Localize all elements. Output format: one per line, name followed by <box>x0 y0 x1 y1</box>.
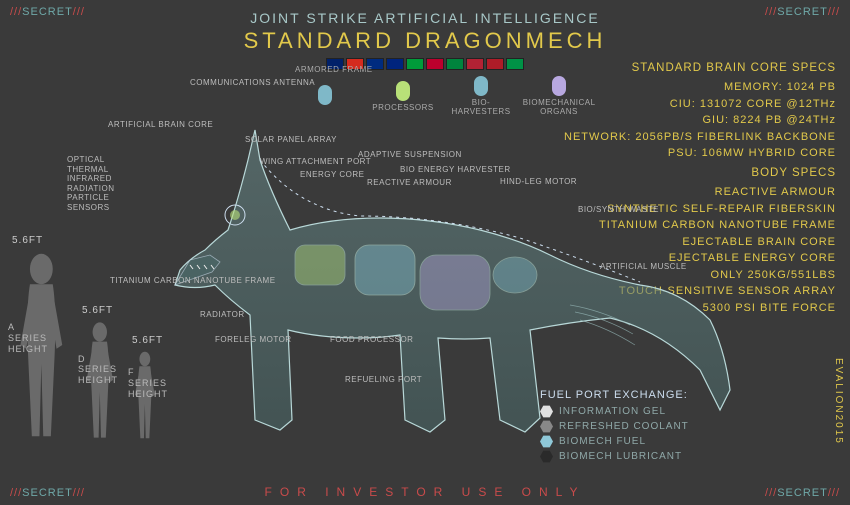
human-label: A SERIESHEIGHT <box>8 322 48 354</box>
callout-label: SOLAR PANEL ARRAY <box>245 135 337 144</box>
hex-icon <box>540 450 553 463</box>
hind-motor <box>493 257 537 293</box>
artist-credit: EVALION2015 <box>833 358 844 445</box>
callout-label: FOOD PROCESSOR <box>330 335 413 344</box>
bio-harvester <box>355 245 415 295</box>
callout-label: BIO/SYNTH WASTE <box>578 205 659 214</box>
callout-label: HIND-LEG MOTOR <box>500 177 577 186</box>
callout-label: ARTIFICIAL MUSCLE <box>600 262 687 271</box>
fuel-label: BIOMECH LUBRICANT <box>559 451 682 462</box>
callout-label: REACTIVE ARMOUR <box>367 178 452 187</box>
callout-label: TITANIUM CARBON NANOTUBE FRAME <box>110 276 276 285</box>
biomech-organ <box>420 255 490 310</box>
callout-label: ADAPTIVE SUSPENSION <box>358 150 462 159</box>
callout-label: REFUELING PORT <box>345 375 422 384</box>
human-height: 5.6FT <box>12 235 43 246</box>
energy-core <box>295 245 345 285</box>
header-subtitle: JOINT STRIKE ARTIFICIAL INTELLIGENCE <box>0 10 850 26</box>
callout-label: WING ATTACHMENT PORT <box>260 157 371 166</box>
callout-label: BIO ENERGY HARVESTER <box>400 165 511 174</box>
callout-label: ENERGY CORE <box>300 170 364 179</box>
legend-top-title: ARMORED FRAME <box>295 65 589 74</box>
callout-label: ARTIFICIAL BRAIN CORE <box>108 120 213 129</box>
callout-label: OPTICAL THERMAL INFRARED RADIATION PARTI… <box>67 155 114 213</box>
human-label: D SERIESHEIGHT <box>78 354 118 386</box>
fuel-item: BIOMECH LUBRICANT <box>540 450 689 463</box>
callout-label: COMMUNICATIONS ANTENNA <box>190 78 315 87</box>
footer-text: FOR INVESTOR USE ONLY <box>0 485 850 499</box>
header-title: STANDARD DRAGONMECH <box>0 28 850 54</box>
brain-specs-title: STANDARD BRAIN CORE SPECS <box>564 60 836 77</box>
callout-label: RADIATOR <box>200 310 245 319</box>
human-height: 5.6FT <box>82 305 113 316</box>
brain-core-inner <box>230 210 240 220</box>
callout-label: FORELEG MOTOR <box>215 335 292 344</box>
